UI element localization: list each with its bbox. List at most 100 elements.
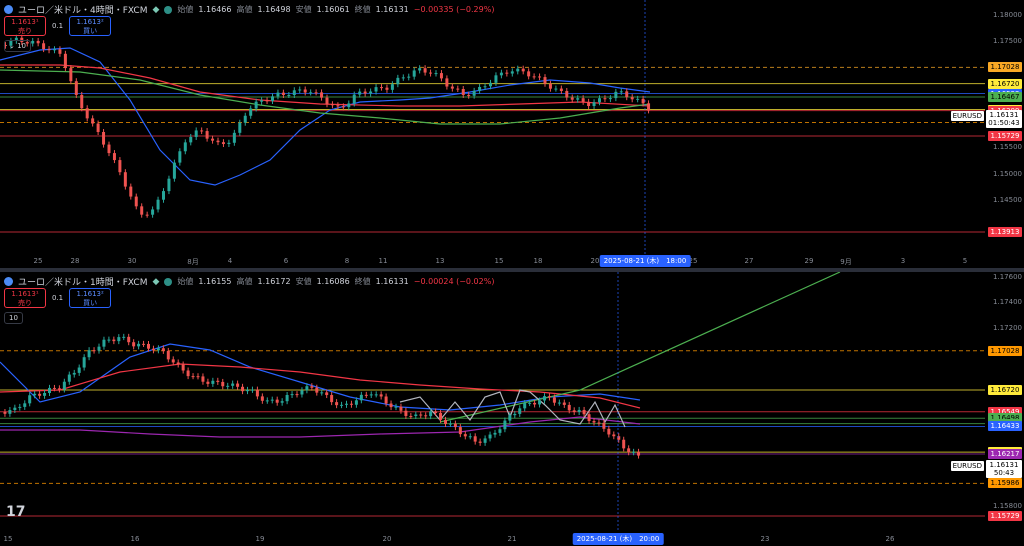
sell-button[interactable]: 1.1613¹ 売り <box>4 288 46 308</box>
candle <box>62 381 66 390</box>
candle <box>255 389 259 397</box>
candle <box>151 209 155 215</box>
candle <box>31 40 35 44</box>
open-value: 1.16466 <box>198 5 232 14</box>
candle <box>516 68 520 72</box>
date-tick-label: 26 <box>885 535 895 543</box>
price-level-label[interactable]: 1.16720 <box>988 384 1022 395</box>
price-tick-label: 1.15500 <box>993 143 1022 152</box>
legend-1h: ユーロ／米ドル・1時間・FXCM ◆ 始値 1.16155 高値 1.16172 安… <box>4 275 494 288</box>
price-level-label[interactable]: 1.15729 <box>988 511 1022 522</box>
spread-value: 0.1 <box>52 22 64 30</box>
cursor-date-label: 2025-08-21 (木) 18:00 <box>599 255 691 267</box>
sell-button[interactable]: 1.1613¹ 売り <box>4 16 46 36</box>
plot-area-1h[interactable] <box>0 272 1024 546</box>
candle <box>201 376 205 382</box>
price-tick-label: 1.17600 <box>993 273 1022 281</box>
candle <box>216 380 220 382</box>
indicators-toggle[interactable]: ⌄ 10 <box>4 40 32 52</box>
candle <box>622 439 626 449</box>
candle <box>412 70 416 77</box>
candle <box>42 43 46 50</box>
candle <box>151 348 155 351</box>
indicators-toggle[interactable]: 10 <box>4 312 23 324</box>
price-tick-label: 1.14500 <box>993 196 1022 204</box>
buy-button[interactable]: 1.1613² 買い <box>69 288 112 308</box>
price-level-label[interactable]: 1.15986 <box>988 478 1022 489</box>
buy-price: 1.1613² <box>76 290 104 298</box>
candle <box>396 77 400 85</box>
candle <box>434 411 438 414</box>
price-level-label[interactable]: 1.16467 <box>988 92 1022 103</box>
candle <box>439 413 443 420</box>
candle <box>241 386 245 392</box>
candle <box>345 403 348 405</box>
candle <box>127 336 131 343</box>
candle <box>554 88 558 90</box>
open-label: 始値 <box>177 5 194 14</box>
candle <box>211 138 215 141</box>
buy-button[interactable]: 1.1613² 買い <box>69 16 112 36</box>
candle <box>565 90 569 98</box>
candle <box>445 78 449 87</box>
eye-icon[interactable]: ◆ <box>152 276 160 287</box>
close-value: 1.16131 <box>375 5 409 14</box>
candle <box>369 394 373 396</box>
buy-price: 1.1613² <box>76 18 104 26</box>
candle <box>310 386 314 388</box>
candle <box>221 381 225 387</box>
candle <box>290 394 294 396</box>
price-level-label[interactable]: 1.16217 <box>988 448 1022 459</box>
symbol-title[interactable]: ユーロ／米ドル・1時間・FXCM <box>18 278 148 288</box>
date-tick-label: 21 <box>507 535 517 543</box>
candle <box>186 370 190 377</box>
price-level-label[interactable]: 1.15729 <box>988 131 1022 142</box>
chart-pane-4h[interactable]: ユーロ／米ドル・4時間・FXCM ◆ 始値 1.16466 高値 1.16498 安… <box>0 0 1024 268</box>
candle <box>67 374 71 382</box>
candle <box>132 342 136 347</box>
candle <box>385 87 389 90</box>
candle <box>567 404 571 411</box>
candle <box>221 142 225 145</box>
date-tick-label: 23 <box>760 535 770 543</box>
symbol-title[interactable]: ユーロ／米ドル・4時間・FXCM <box>18 6 148 16</box>
price-level-label[interactable]: 1.16549 <box>988 406 1022 417</box>
candle <box>38 393 42 396</box>
candle <box>483 86 487 88</box>
candle <box>380 87 383 89</box>
candle <box>309 92 313 94</box>
candle <box>211 380 215 384</box>
candle <box>162 191 165 200</box>
price-level-label[interactable]: 1.17028 <box>988 345 1022 356</box>
change-value: −0.00024 (−0.02%) <box>413 277 495 286</box>
high-value: 1.16498 <box>257 5 291 14</box>
price-level-label[interactable]: 1.13913 <box>988 227 1022 238</box>
date-tick-label: 19 <box>255 535 265 543</box>
candle <box>557 402 561 404</box>
candle <box>488 434 492 439</box>
candle <box>607 428 611 435</box>
price-level-label[interactable]: 1.16720 <box>988 78 1022 89</box>
candle <box>384 396 388 404</box>
candle <box>619 91 623 93</box>
date-tick-label: 8 <box>344 257 350 265</box>
pane-divider[interactable] <box>0 268 1024 272</box>
price-level-label[interactable]: 1.17028 <box>988 62 1022 73</box>
price-level-label[interactable]: 1.16498 <box>988 413 1022 424</box>
symbol-tag: EURUSD <box>950 110 984 121</box>
high-value: 1.16172 <box>257 277 291 286</box>
price-level-label[interactable]: 1.16433 <box>988 421 1022 432</box>
candle <box>92 350 96 352</box>
eye-icon[interactable]: ◆ <box>152 4 160 15</box>
candle <box>91 118 95 124</box>
candle <box>647 103 651 111</box>
chart-pane-1h[interactable]: ユーロ／米ドル・1時間・FXCM ◆ 始値 1.16155 高値 1.16172 安… <box>0 272 1024 546</box>
candle <box>401 77 405 79</box>
candle <box>340 404 344 406</box>
candle <box>467 94 471 96</box>
tradingview-logo-icon[interactable]: 17 <box>6 504 26 520</box>
indicator-count: 10 <box>17 42 27 50</box>
date-tick-label: 15 <box>3 535 13 543</box>
candle <box>82 357 86 368</box>
plot-area-4h[interactable] <box>0 0 1024 268</box>
